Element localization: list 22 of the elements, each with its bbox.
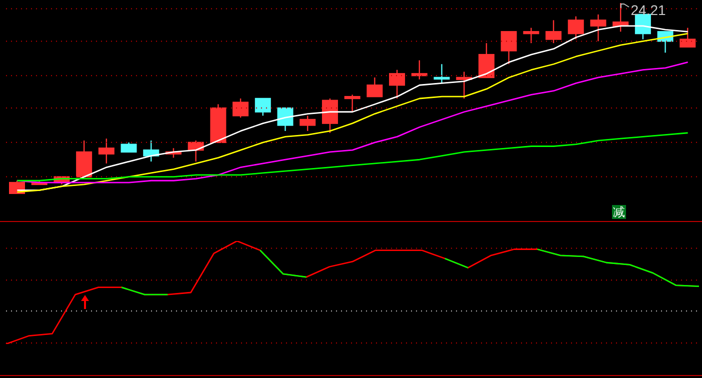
candlestick	[568, 16, 584, 40]
candlestick	[478, 42, 494, 78]
candlestick	[98, 138, 114, 164]
candlestick	[500, 31, 517, 65]
candlestick	[120, 142, 137, 153]
candlestick	[546, 20, 562, 44]
candlestick	[389, 69, 406, 100]
candlestick	[590, 14, 606, 42]
candlestick	[366, 76, 383, 98]
candlestick	[434, 64, 450, 84]
candlestick	[254, 98, 271, 116]
annotation: 24.21	[630, 2, 666, 18]
candlestick	[300, 115, 316, 132]
text: 减	[612, 205, 626, 219]
candlestick	[232, 98, 249, 118]
candlestick	[634, 14, 651, 40]
candlestick	[680, 27, 696, 48]
candlestick	[411, 60, 428, 80]
candlestick	[344, 94, 360, 112]
candlestick	[523, 27, 540, 44]
candlestick	[322, 98, 338, 134]
candlestick	[277, 107, 294, 132]
